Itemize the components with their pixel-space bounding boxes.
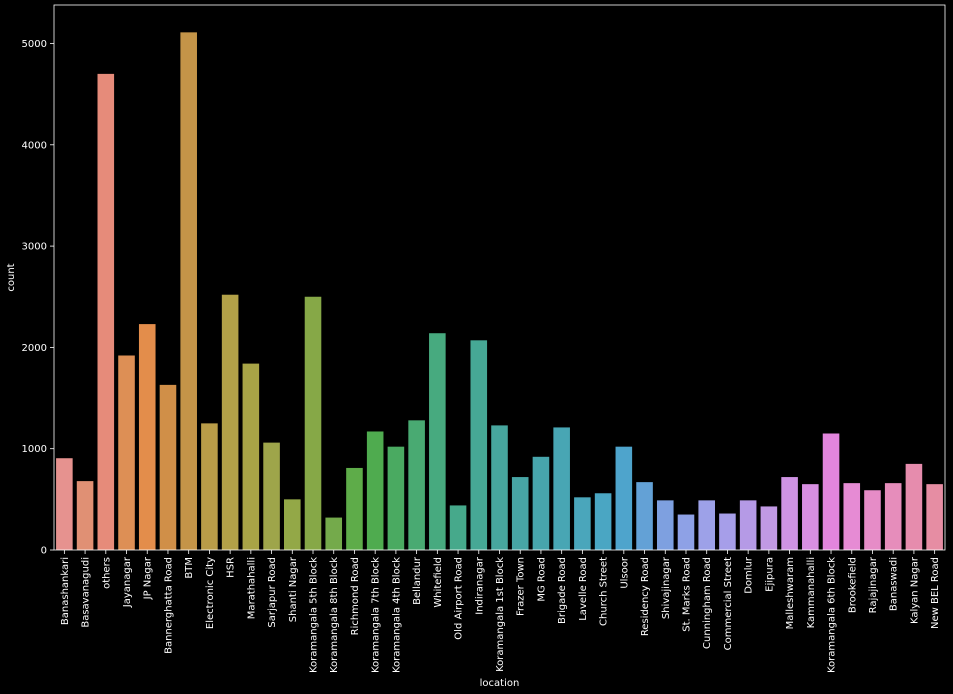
bar-17 xyxy=(408,420,425,550)
x-tick-label: others xyxy=(101,557,112,589)
y-tick-label: 2000 xyxy=(22,343,47,354)
x-tick-label: Sarjapur Road xyxy=(267,557,278,628)
x-tick-label: MG Road xyxy=(536,557,547,602)
x-tick-label: Kammanahalli xyxy=(806,557,817,628)
bar-41 xyxy=(905,463,923,550)
bar-1 xyxy=(76,481,94,550)
bar-32 xyxy=(719,513,736,550)
x-tick-label: Old Airport Road xyxy=(454,557,465,640)
x-tick-label: Jayanagar xyxy=(122,556,133,608)
bar-24 xyxy=(553,427,570,550)
bar-13 xyxy=(325,517,343,550)
bar-11 xyxy=(284,499,301,550)
bar-19 xyxy=(449,505,467,550)
x-tick-label: Koramangala 1st Block xyxy=(495,557,506,672)
y-tick-label: 4000 xyxy=(22,140,47,151)
bar-30 xyxy=(677,514,695,550)
bar-42 xyxy=(926,484,943,550)
x-tick-label: Richmond Road xyxy=(350,557,361,635)
x-tick-label: Banaswadi xyxy=(889,557,900,611)
bar-36 xyxy=(802,484,819,550)
x-tick-label: Koramangala 6th Block xyxy=(827,557,838,673)
x-tick-label: Cunningham Road xyxy=(702,557,713,649)
y-axis: 0 1000 2000 3000 4000 5000 xyxy=(22,39,54,557)
bar-29 xyxy=(656,500,674,550)
bar-8 xyxy=(221,294,239,550)
x-tick-label: Marathahalli xyxy=(246,557,257,619)
x-tick-label: Ejipura xyxy=(764,557,775,592)
bar-5 xyxy=(159,384,177,550)
x-tick-label: Rajajinagar xyxy=(868,556,879,613)
x-tick-label: Domlur xyxy=(744,556,755,594)
x-tick-label: Ulsoor xyxy=(619,556,630,589)
x-tick-label: Brookefield xyxy=(847,557,858,613)
x-tick-label: Basavanagudi xyxy=(81,557,92,628)
y-tick-label: 3000 xyxy=(22,242,47,253)
bar-14 xyxy=(346,467,363,550)
bar-12 xyxy=(304,296,322,550)
bar-25 xyxy=(574,497,591,550)
bar-10 xyxy=(263,442,280,550)
bar-21 xyxy=(491,425,508,550)
x-tick-label: Lavelle Road xyxy=(578,557,589,621)
bar-39 xyxy=(864,490,881,550)
bars-group xyxy=(56,32,943,551)
x-tick-label: Residency Road xyxy=(640,557,651,636)
bar-37 xyxy=(822,433,840,550)
x-tick-label: Church Street xyxy=(599,557,610,626)
bar-35 xyxy=(781,477,798,550)
bar-38 xyxy=(843,483,861,550)
x-tick-label: Kalyan Nagar xyxy=(909,556,920,624)
x-tick-label: New BEL Road xyxy=(930,557,941,629)
x-tick-label: BTM xyxy=(184,557,195,579)
y-axis-title: count xyxy=(6,263,17,291)
x-tick-label: Commercial Street xyxy=(723,557,734,650)
bar-28 xyxy=(636,482,653,550)
bar-34 xyxy=(760,506,778,550)
x-tick-label: Indiranagar xyxy=(474,556,485,615)
x-tick-label: Koramangala 4th Block xyxy=(391,557,402,673)
x-tick-label: St. Marks Road xyxy=(681,557,692,632)
bar-27 xyxy=(615,446,633,550)
x-tick-label: Koramangala 8th Block xyxy=(329,557,340,673)
x-tick-label: Koramangala 7th Block xyxy=(371,557,382,673)
bar-7 xyxy=(201,423,218,550)
x-axis: Banashankari Basavanagudi others Jayanagar J… xyxy=(60,550,941,673)
x-tick-label: Bellandur xyxy=(412,556,423,605)
bar-6 xyxy=(180,32,197,551)
bar-18 xyxy=(429,333,446,550)
bar-22 xyxy=(511,477,529,550)
bar-4 xyxy=(138,324,156,550)
x-tick-label: Koramangala 5th Block xyxy=(309,557,320,673)
x-tick-label: Banashankari xyxy=(60,557,71,625)
bar-9 xyxy=(242,363,260,550)
x-tick-label: Shivajinagar xyxy=(661,556,672,619)
x-tick-label: Whitefield xyxy=(433,557,444,608)
bar-40 xyxy=(884,483,902,550)
y-tick-label: 0 xyxy=(41,546,47,557)
bar-16 xyxy=(387,446,405,550)
bar-33 xyxy=(739,500,757,550)
x-tick-label: Electronic City xyxy=(205,557,216,629)
x-tick-label: Shanti Nagar xyxy=(288,556,299,622)
y-tick-label: 5000 xyxy=(22,39,47,50)
bar-0 xyxy=(56,458,73,550)
y-tick-label: 1000 xyxy=(22,444,47,455)
x-axis-title: location xyxy=(480,678,520,689)
x-tick-label: Bannerghatta Road xyxy=(163,557,174,654)
bar-23 xyxy=(532,456,550,550)
bar-3 xyxy=(118,355,135,550)
x-tick-label: JP Nagar xyxy=(143,556,154,600)
x-tick-label: Frazer Town xyxy=(516,557,527,616)
bar-15 xyxy=(366,431,384,550)
bar-26 xyxy=(594,493,612,550)
x-tick-label: HSR xyxy=(226,557,237,578)
bar-31 xyxy=(698,500,715,550)
bar-20 xyxy=(470,340,488,550)
x-tick-label: Malleshwaram xyxy=(785,557,796,629)
x-tick-label: Brigade Road xyxy=(557,557,568,624)
bar-2 xyxy=(97,73,115,550)
